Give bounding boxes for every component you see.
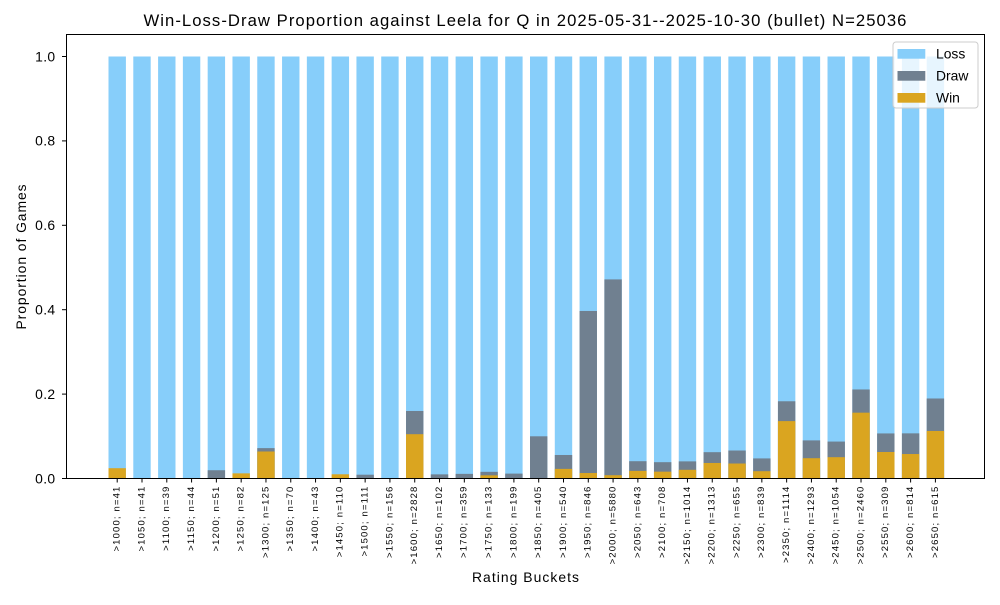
svg-text:>2650; n=615: >2650; n=615	[930, 486, 941, 558]
svg-text:>1250; n=82: >1250; n=82	[236, 486, 247, 552]
svg-text:>1700; n=359: >1700; n=359	[459, 486, 470, 558]
svg-text:>1750; n=133: >1750; n=133	[484, 486, 495, 558]
svg-text:>1550; n=156: >1550; n=156	[384, 486, 395, 558]
svg-text:>1850; n=405: >1850; n=405	[533, 486, 544, 558]
svg-text:>1300; n=125: >1300; n=125	[260, 486, 271, 558]
svg-text:Draw: Draw	[936, 67, 969, 83]
svg-text:>2500; n=2460: >2500; n=2460	[855, 486, 866, 565]
svg-text:>2250; n=655: >2250; n=655	[731, 486, 742, 558]
svg-text:>1350; n=70: >1350; n=70	[285, 486, 296, 552]
svg-text:>2450; n=1054: >2450; n=1054	[831, 486, 842, 565]
svg-text:0.4: 0.4	[35, 301, 55, 317]
svg-text:>2300; n=839: >2300; n=839	[756, 486, 767, 558]
svg-text:>1650; n=102: >1650; n=102	[434, 486, 445, 558]
svg-text:>2100; n=708: >2100; n=708	[657, 486, 668, 558]
svg-text:Loss: Loss	[936, 45, 965, 61]
svg-text:>2050; n=643: >2050; n=643	[632, 486, 643, 558]
svg-text:>1450; n=110: >1450; n=110	[335, 486, 346, 558]
svg-text:>1150; n=44: >1150; n=44	[186, 486, 197, 551]
svg-text:1.0: 1.0	[35, 48, 55, 64]
svg-text:>2550; n=309: >2550; n=309	[880, 486, 891, 558]
svg-text:>1950; n=846: >1950; n=846	[583, 486, 594, 558]
svg-text:Rating Buckets: Rating Buckets	[472, 569, 580, 585]
svg-text:>2150; n=1014: >2150; n=1014	[682, 486, 693, 565]
svg-text:0.0: 0.0	[35, 470, 55, 486]
svg-text:>1100; n=39: >1100; n=39	[161, 486, 172, 551]
svg-text:>1050; n=41: >1050; n=41	[136, 486, 147, 552]
svg-text:0.6: 0.6	[35, 217, 55, 233]
svg-text:Win: Win	[936, 89, 960, 105]
svg-text:0.8: 0.8	[35, 133, 55, 149]
svg-text:0.2: 0.2	[35, 386, 55, 402]
svg-text:>1800; n=199: >1800; n=199	[508, 486, 519, 558]
svg-text:>2400; n=1293: >2400; n=1293	[806, 486, 817, 565]
svg-text:>1400; n=43: >1400; n=43	[310, 486, 321, 552]
svg-text:>1500; n=111: >1500; n=111	[360, 486, 371, 557]
svg-text:>1000; n=41: >1000; n=41	[112, 486, 123, 552]
svg-text:>2200; n=1313: >2200; n=1313	[707, 486, 718, 565]
svg-text:>2350; n=1114: >2350; n=1114	[781, 486, 792, 563]
svg-text:Win-Loss-Draw Proportion again: Win-Loss-Draw Proportion against Leela f…	[144, 11, 908, 30]
svg-text:>1200; n=51: >1200; n=51	[211, 486, 222, 552]
svg-text:>2600; n=814: >2600; n=814	[905, 486, 916, 558]
svg-text:>1600; n=2828: >1600; n=2828	[409, 486, 420, 565]
svg-text:>1900; n=540: >1900; n=540	[558, 486, 569, 558]
svg-text:>2000; n=5880: >2000; n=5880	[607, 486, 618, 565]
svg-text:Proportion of Games: Proportion of Games	[13, 183, 29, 329]
